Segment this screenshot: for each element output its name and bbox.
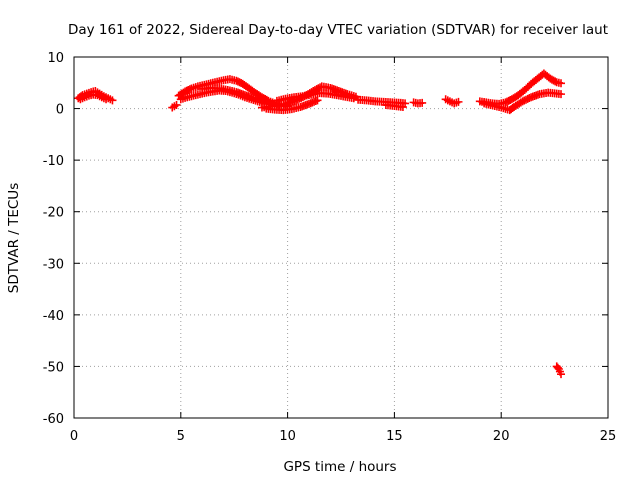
grid-lines [74, 57, 608, 418]
x-tick-label: 20 [493, 429, 510, 444]
series-track-m [441, 95, 463, 108]
x-tick-label: 10 [279, 429, 296, 444]
y-tick-label: -60 [43, 412, 64, 427]
plot-border [73, 56, 609, 419]
x-tick-label: 25 [600, 429, 617, 444]
data-point [172, 100, 181, 109]
y-tick-label: -20 [43, 206, 64, 221]
y-tick-label: 0 [56, 103, 64, 118]
y-axis-label: SDTVAR / TECUs [6, 183, 22, 293]
data-point [454, 97, 463, 106]
series-track-i [262, 96, 322, 115]
data-points [74, 69, 566, 379]
x-axis-label: GPS time / hours [283, 459, 396, 475]
y-tick-label: -10 [43, 154, 64, 169]
data-point [551, 77, 560, 86]
series-track-h [272, 89, 358, 105]
data-point [557, 79, 566, 88]
series-track-c [168, 100, 181, 112]
data-point [313, 96, 322, 105]
series-track-p [552, 362, 566, 379]
y-tick-label: 10 [47, 51, 64, 66]
series-track-k [381, 100, 407, 112]
y-tick-label: -50 [43, 360, 64, 375]
chart-title: Day 161 of 2022, Sidereal Day-to-day VTE… [68, 22, 608, 38]
series-track-l [409, 98, 427, 108]
x-tick-label: 15 [386, 429, 403, 444]
x-tick-label: 5 [177, 429, 185, 444]
data-point [349, 94, 358, 103]
y-tick-label: -30 [43, 257, 64, 272]
data-point [418, 98, 427, 107]
x-tick-label: 0 [70, 429, 78, 444]
axis-ticks [73, 56, 609, 419]
tick-labels: 0 5 10 15 20 25 10 0 -10 -20 -30 -40 -50 -60 [43, 51, 617, 444]
series-track-o [480, 88, 566, 115]
data-point [102, 95, 111, 104]
data-point [557, 90, 566, 99]
data-point [108, 96, 117, 105]
series-track-b [76, 90, 111, 104]
data-point [398, 103, 407, 112]
data-point [557, 370, 566, 379]
y-tick-label: -40 [43, 309, 64, 324]
